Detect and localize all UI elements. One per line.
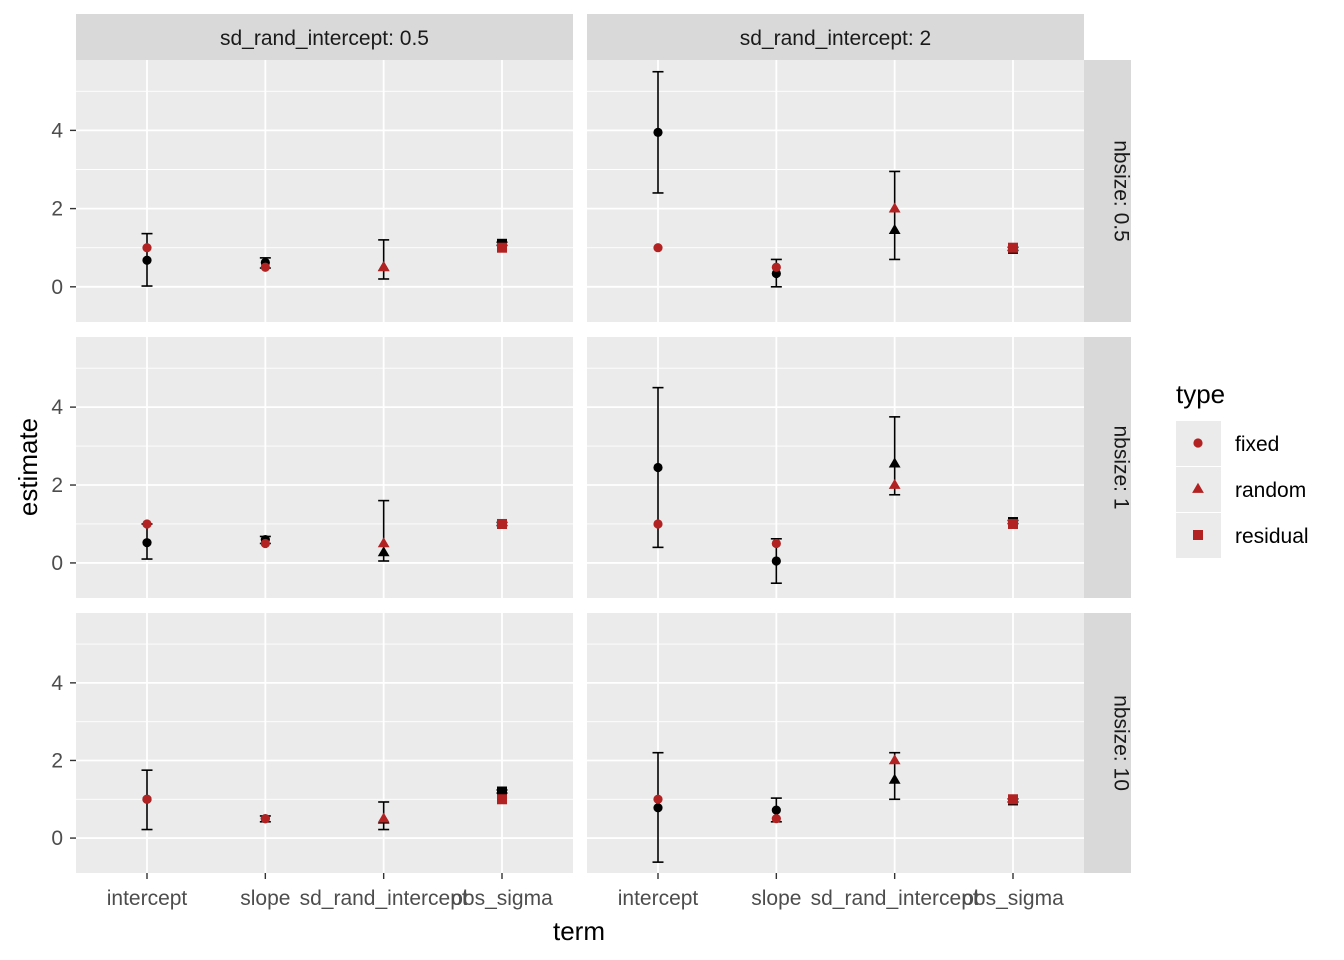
col-strip-0 [76, 14, 573, 60]
x-tick-label: intercept [618, 887, 699, 910]
y-tick-label: 0 [51, 552, 63, 575]
x-tick-label: sd_rand_intercept [300, 887, 468, 910]
y-tick-label: 0 [51, 276, 63, 299]
y-tick-label: 4 [51, 396, 63, 419]
y-tick-label: 4 [51, 119, 63, 142]
estimate-point-sd_rand_intercept [888, 773, 901, 784]
row-strip-2 [1084, 613, 1131, 873]
y-axis-title: estimate [13, 418, 43, 516]
strips-layer: sd_rand_intercept: 0.5 sd_rand_intercept:… [76, 14, 1133, 873]
truth-point-intercept [653, 243, 663, 253]
axes-layer: 0 2 4 0 2 4 0 2 4 intercept slope sd_rand_intercept… [51, 119, 1064, 910]
errorbar-sd_rand_intercept [378, 239, 390, 280]
truth-point-intercept [142, 243, 152, 253]
row-strip-1 [1084, 337, 1131, 598]
legend-title: type [1176, 379, 1225, 409]
row-strip-label-1: nbsize: 1 [1110, 425, 1133, 509]
row-strip-0 [1084, 60, 1131, 322]
errorbar-sd_rand_intercept [889, 170, 901, 261]
panel-background [76, 613, 573, 873]
col-strip-1 [587, 14, 1084, 60]
row-strip-label-2: nbsize: 10 [1110, 695, 1133, 791]
panel-r0-c0 [76, 60, 573, 322]
truth-point-obs_sigma [497, 518, 507, 529]
panel-background [587, 337, 1084, 598]
estimate-point-intercept [653, 462, 663, 473]
estimate-point-intercept [142, 255, 152, 265]
col-strip-label-0: sd_rand_intercept: 0.5 [220, 27, 429, 50]
truth-point-intercept [142, 519, 152, 529]
truth-point-sd_rand_intercept [888, 202, 901, 213]
estimate-point-slope [771, 805, 781, 815]
estimate-point-obs_sigma [497, 786, 507, 797]
x-tick-label: slope [751, 887, 801, 910]
panel-background [76, 60, 573, 322]
panel-r1-c0 [76, 337, 573, 598]
truth-point-sd_rand_intercept [888, 754, 901, 765]
truth-point-intercept [653, 794, 663, 804]
truth-point-slope [260, 262, 270, 272]
truth-point-slope [260, 538, 270, 549]
truth-point-intercept [653, 519, 663, 529]
y-tick-label: 4 [51, 672, 63, 695]
panel-r2-c1 [587, 613, 1084, 873]
x-axis-title: term [553, 916, 605, 946]
panel-r0-c1 [587, 60, 1084, 322]
panel-background [587, 613, 1084, 873]
truth-point-sd_rand_intercept [888, 478, 901, 489]
legend-key-random [1192, 482, 1204, 493]
col-strip-label-1: sd_rand_intercept: 2 [740, 27, 931, 50]
panel-background [76, 337, 573, 598]
estimate-point-sd_rand_intercept [377, 546, 390, 557]
legend-label-random: random [1235, 479, 1306, 502]
y-tick-label: 2 [51, 749, 63, 772]
estimate-point-slope [771, 556, 781, 566]
x-tick-label: sd_rand_intercept [811, 887, 979, 910]
truth-point-slope [771, 262, 781, 272]
truth-point-intercept [142, 794, 152, 804]
row-strip-label-0: nbsize: 0.5 [1110, 140, 1133, 242]
legend: type fixed random residual [1176, 379, 1309, 558]
legend-key-residual [1193, 530, 1203, 540]
legend-label-residual: residual [1235, 525, 1309, 548]
y-tick-label: 0 [51, 827, 63, 850]
panel-r2-c0 [76, 613, 573, 873]
truth-point-obs_sigma [1008, 518, 1018, 529]
estimate-point-sd_rand_intercept [888, 457, 901, 468]
legend-key-fixed [1193, 438, 1203, 448]
x-tick-label: slope [240, 887, 290, 910]
y-tick-label: 2 [51, 474, 63, 497]
legend-label-fixed: fixed [1235, 433, 1279, 456]
panels-layer [76, 60, 1084, 873]
truth-point-slope [771, 538, 781, 549]
estimate-point-intercept [653, 803, 663, 813]
truth-point-sd_rand_intercept [377, 261, 390, 272]
truth-point-slope [260, 814, 270, 824]
truth-point-slope [771, 814, 781, 824]
x-tick-label: intercept [107, 887, 188, 910]
x-tick-label: obs_sigma [451, 887, 553, 910]
estimate-point-intercept [653, 127, 663, 137]
truth-point-obs_sigma [1008, 794, 1018, 805]
panel-background [587, 60, 1084, 322]
truth-point-sd_rand_intercept [377, 812, 390, 823]
estimate-point-intercept [142, 538, 152, 548]
estimate-point-sd_rand_intercept [888, 223, 901, 234]
panel-r1-c1 [587, 337, 1084, 598]
truth-point-obs_sigma [497, 794, 507, 805]
truth-point-obs_sigma [497, 242, 507, 253]
y-tick-label: 2 [51, 198, 63, 221]
truth-point-sd_rand_intercept [377, 537, 390, 548]
truth-point-obs_sigma [1008, 242, 1018, 253]
x-tick-label: obs_sigma [962, 887, 1064, 910]
